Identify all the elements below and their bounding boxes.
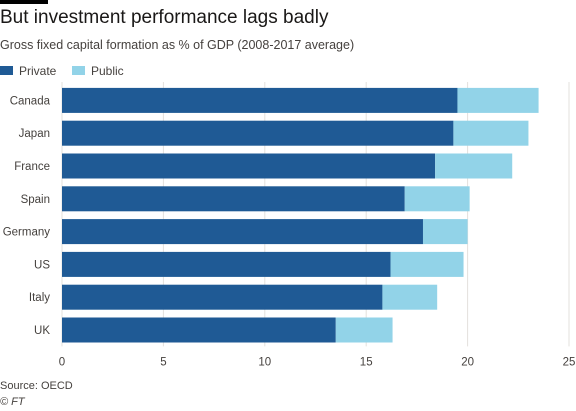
credit-note: © FT [0, 396, 25, 408]
x-tick-label: 25 [563, 356, 576, 368]
legend-label-private: Private [19, 64, 57, 78]
bar-private [62, 153, 436, 179]
legend-swatch-public [72, 66, 85, 76]
legend-item-public: Public [72, 64, 124, 78]
x-tick-label: 0 [59, 356, 65, 368]
x-tick-label: 20 [461, 356, 474, 368]
bar-private [62, 186, 405, 212]
category-label: Italy [29, 292, 50, 304]
category-label: Spain [21, 194, 50, 206]
x-tick-label: 5 [160, 356, 166, 368]
category-label: US [34, 259, 50, 271]
chart-subtitle: Gross fixed capital formation as % of GD… [0, 38, 355, 52]
bar-public [382, 284, 438, 310]
bar-public [335, 317, 393, 343]
legend-label-public: Public [91, 64, 124, 78]
bar-private [62, 317, 336, 343]
bar-public [404, 186, 470, 212]
x-tick-label: 15 [360, 356, 373, 368]
bar-public [422, 219, 468, 245]
legend-swatch-private [0, 66, 13, 76]
bar-private [62, 284, 383, 310]
bar-private [62, 251, 391, 277]
category-label: Canada [10, 95, 51, 107]
category-label: France [14, 161, 50, 173]
bar-public [435, 153, 513, 179]
source-note: Source: OECD [0, 380, 73, 392]
bar-public [457, 87, 539, 113]
category-label: Japan [19, 128, 50, 140]
category-label: Germany [3, 227, 51, 239]
x-tick-label: 10 [258, 356, 271, 368]
bar-private [62, 87, 458, 113]
title-accent-bar [0, 0, 48, 4]
category-label: UK [34, 325, 50, 337]
legend-item-private: Private [0, 64, 56, 78]
bar-public [453, 120, 529, 146]
bar-private [62, 219, 423, 245]
chart-title: But investment performance lags badly [0, 7, 329, 28]
bar-public [390, 251, 464, 277]
bar-private [62, 120, 454, 146]
